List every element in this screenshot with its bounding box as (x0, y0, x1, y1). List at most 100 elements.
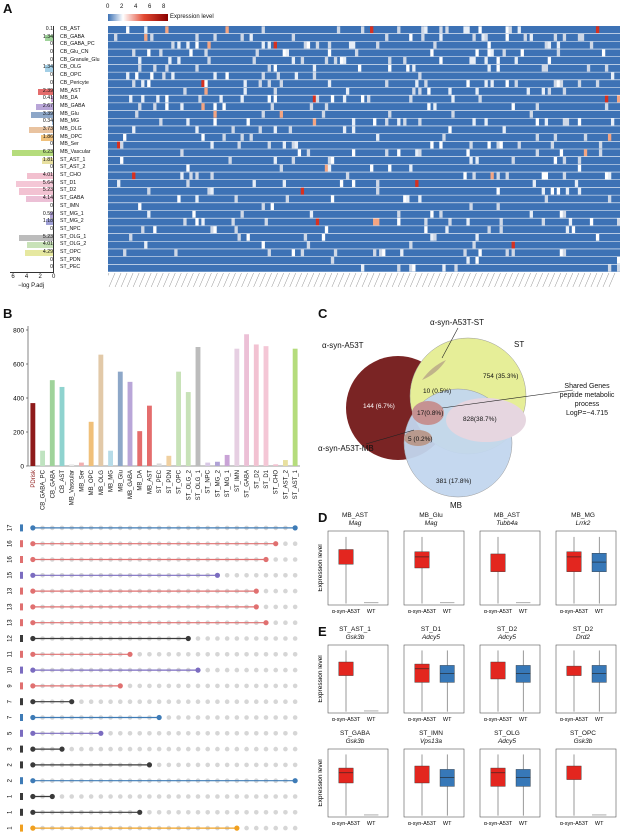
box-label-wt: WT (595, 821, 604, 827)
count-a53t: 144 (6.7%) (363, 403, 395, 410)
boxplot: MB_Glu Mag α-syn-A53T WT (394, 512, 468, 620)
pvalue-label: 4.01 (42, 241, 53, 248)
pvalue-label: 4.01 (42, 172, 53, 179)
upset-dot (244, 746, 249, 752)
heatmap-cell (541, 218, 546, 226)
heatmap-cell (291, 141, 296, 149)
heatmap-cell (556, 80, 561, 87)
upset-dot (263, 715, 269, 720)
upset-dot (156, 810, 162, 815)
upset-dot (215, 699, 220, 704)
heatmap-cell (511, 156, 515, 164)
heatmap-cell (553, 133, 558, 141)
upset-dot (224, 573, 230, 578)
heatmap-cell (165, 95, 169, 103)
heatmap-cell (312, 118, 317, 126)
heatmap-cell (517, 26, 521, 34)
heatmap-cell (243, 87, 247, 95)
bar (147, 405, 152, 466)
heatmap-cell (475, 87, 479, 95)
gene-label-mark (343, 273, 351, 288)
gene-label-mark (608, 273, 616, 288)
heatmap-cell (195, 41, 199, 49)
heatmap-cell (237, 141, 241, 149)
heatmap-cell (183, 218, 187, 226)
heatmap-cell (132, 49, 136, 57)
gene-label-mark (247, 273, 254, 288)
heatmap-cell (598, 141, 603, 149)
heatmap-cell (607, 264, 612, 272)
box-label-wt: WT (519, 717, 528, 723)
upset-dot (117, 699, 123, 704)
heatmap-cell (231, 126, 235, 134)
celltype-label: ST_D2 (60, 187, 77, 194)
heatmap-cell (198, 95, 202, 103)
heatmap-cell (577, 80, 582, 87)
heatmap-row (114, 33, 585, 41)
upset-row: 1 (8, 793, 298, 800)
heatmap-cell (562, 249, 567, 257)
upset-dot (176, 652, 181, 657)
upset-dot (98, 699, 104, 704)
box (338, 549, 354, 565)
gene-label-mark (223, 273, 230, 288)
heatmap-cell (472, 33, 476, 41)
upset-dot (234, 667, 240, 673)
upset-dot (253, 636, 259, 641)
upset-dot (185, 715, 191, 720)
heatmap-cell (469, 156, 473, 164)
upset-dot (166, 683, 172, 689)
boxplot-cell: MB_Glu (419, 512, 443, 519)
boxplot-cell: ST_D2 (572, 626, 594, 633)
heatmap-row (144, 241, 515, 249)
heatmap-cell (135, 72, 139, 80)
heatmap-cell (138, 57, 142, 64)
heatmap-cell (177, 57, 181, 64)
heatmap-cell (565, 118, 570, 126)
upset-dot (283, 588, 288, 594)
heatmap-cell (433, 41, 437, 49)
heatmap-cell (388, 57, 392, 64)
heatmap-cell (225, 72, 229, 80)
upset-dot (244, 667, 249, 673)
upset-dot (273, 731, 279, 736)
heatmap-cell (544, 118, 549, 126)
heatmap-cell (505, 33, 509, 41)
heatmap-cell (252, 57, 256, 64)
upset-dot (283, 746, 288, 752)
heatmap-cell (433, 233, 437, 241)
y-tick-label: 600 (13, 362, 24, 369)
gene-label-mark (114, 273, 122, 288)
upset-set-bar (20, 729, 23, 737)
heatmap-cell (409, 264, 413, 272)
heatmap-cell (505, 80, 509, 87)
heatmap-cell (496, 57, 500, 64)
heatmap-cell (505, 26, 509, 34)
plot-frame (327, 644, 389, 714)
upset-dot (224, 810, 230, 815)
plot-frame (555, 748, 617, 818)
heatmap-cell (496, 141, 500, 149)
box-label-wt: WT (595, 717, 604, 723)
boxplot: MB_MG Lrrk2 α-syn-A53T WT (546, 512, 620, 620)
gene-label-mark (560, 273, 567, 288)
gene-label-mark (132, 273, 140, 288)
bar (195, 347, 201, 466)
pvalue-label: 5.23 (42, 187, 53, 194)
heatmap-cell (165, 26, 169, 34)
heatmap-cell (291, 249, 296, 257)
upset-dot (176, 794, 181, 799)
boxplot-gene: Adcy5 (497, 634, 517, 641)
gene-label-mark (548, 273, 555, 288)
upset-dot (263, 794, 269, 799)
upset-dot (273, 588, 279, 594)
upset-row: 11 (8, 651, 298, 658)
boxplot-cell: ST_IMN (419, 730, 443, 737)
upset-set-bar (20, 824, 23, 832)
gene-label-mark (482, 273, 489, 288)
heatmap-cell (376, 187, 380, 195)
upset-dot (283, 604, 288, 610)
upset-dot (59, 794, 65, 799)
heatmap-cell (285, 49, 290, 57)
